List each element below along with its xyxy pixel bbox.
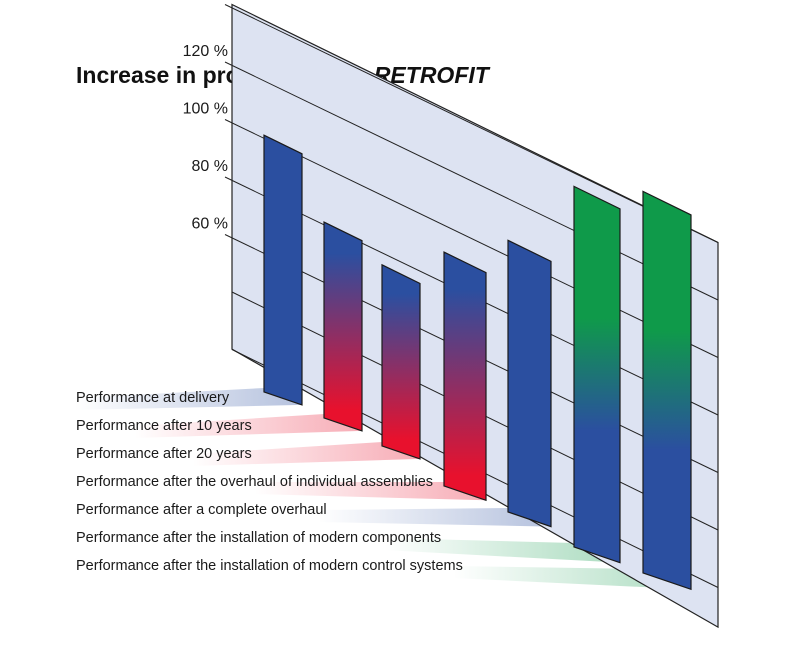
category-labels: Performance at delivery Performance after… — [76, 390, 463, 574]
bar-5 — [573, 185, 621, 564]
label-ribbon-2 — [192, 442, 420, 466]
y-tick-label-100: 100 % — [183, 101, 228, 118]
label-ribbon-4 — [318, 508, 551, 527]
y-axis-ticks: 60 % 80 % 100 % 120 % 140 % — [183, 0, 228, 233]
category-label-2: Performance after 20 years — [76, 446, 252, 462]
bar-3 — [443, 251, 487, 502]
category-label-0: Performance at delivery — [76, 390, 230, 406]
bar-2 — [381, 263, 421, 460]
bar-1 — [323, 221, 363, 432]
y-tick-label-120: 120 % — [183, 43, 228, 60]
y-tick-label-60: 60 % — [192, 216, 228, 233]
category-label-5: Performance after the installation of mo… — [76, 530, 441, 546]
label-ribbon-1 — [134, 414, 362, 438]
label-ribbon-3 — [254, 482, 486, 501]
y-tick-label-80: 80 % — [192, 158, 228, 175]
label-ribbon-0 — [74, 388, 302, 410]
chart-bars — [263, 134, 692, 591]
y-tick-label-140: 140 % — [183, 0, 228, 3]
label-ribbon-5 — [384, 538, 620, 563]
category-label-4: Performance after a complete overhaul — [76, 502, 327, 518]
category-label-1: Performance after 10 years — [76, 418, 252, 434]
bar-0 — [263, 134, 303, 406]
gridline-100 — [224, 119, 719, 358]
bar-6 — [642, 190, 692, 591]
category-label-6: Performance after the installation of mo… — [76, 558, 463, 574]
bar-4 — [507, 239, 552, 528]
category-label-3: Performance after the overhaul of indivi… — [76, 474, 433, 490]
gridline-120 — [224, 61, 719, 301]
gridline-140 — [224, 4, 719, 243]
label-ribbons — [74, 388, 691, 590]
